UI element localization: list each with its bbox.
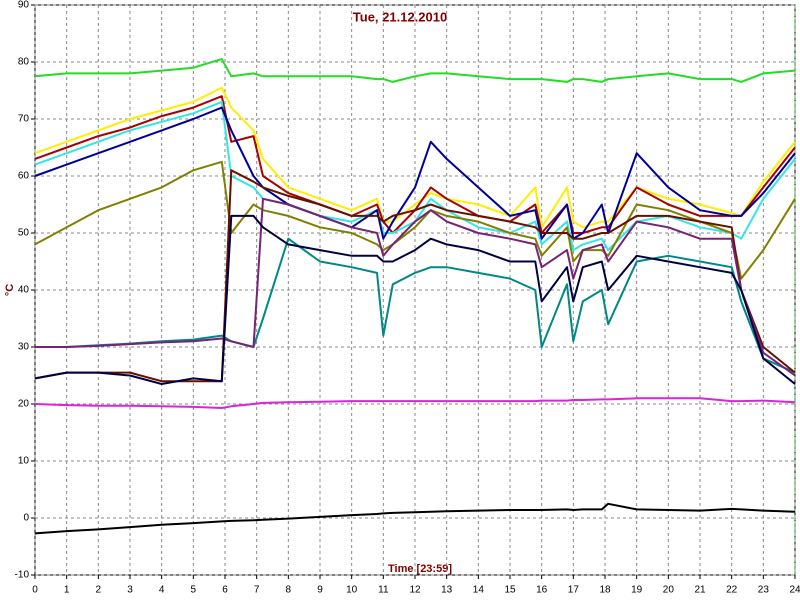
data-line xyxy=(34,95,796,234)
data-line xyxy=(34,502,796,535)
data-line xyxy=(35,197,796,377)
chart-title: Tue, 21.12.2010 xyxy=(353,9,447,24)
y-tick-label: 50 xyxy=(18,228,30,239)
y-tick-label: 20 xyxy=(18,399,30,410)
y-tick-label: 80 xyxy=(18,57,30,68)
x-tick-label: 16 xyxy=(536,585,548,596)
x-tick-label: 13 xyxy=(441,585,453,596)
y-tick-label: 10 xyxy=(18,456,30,467)
x-tick-label: 7 xyxy=(254,585,260,596)
y-tick-label: 70 xyxy=(18,114,30,125)
data-line xyxy=(34,214,796,385)
y-tick-label: 30 xyxy=(18,342,30,353)
x-tick-label: 22 xyxy=(726,585,738,596)
data-line xyxy=(34,100,796,252)
x-tick-label: 15 xyxy=(504,585,516,596)
data-line xyxy=(34,86,796,229)
x-tick-label: 9 xyxy=(317,585,323,596)
y-tick-label: 0 xyxy=(23,513,29,524)
x-tick-label: 17 xyxy=(568,585,580,596)
x-tick-label: 6 xyxy=(222,585,228,596)
x-tick-label: 23 xyxy=(758,585,770,596)
x-axis-label: Time [23:59] xyxy=(388,563,452,575)
x-tick-label: 11 xyxy=(378,585,389,596)
data-line xyxy=(34,106,796,240)
y-tick-label: 40 xyxy=(18,285,30,296)
y-tick-label: 60 xyxy=(18,171,30,182)
y-tick-label: 90 xyxy=(18,0,30,11)
x-tick-label: 12 xyxy=(409,585,421,596)
x-tick-label: 5 xyxy=(191,585,197,596)
x-tick-label: 21 xyxy=(694,585,706,596)
y-tick-label: -10 xyxy=(15,570,30,581)
x-tick-label: 10 xyxy=(346,585,358,596)
data-line xyxy=(34,397,796,409)
x-tick-label: 4 xyxy=(159,585,165,596)
x-tick-label: 8 xyxy=(286,585,292,596)
x-tick-label: 3 xyxy=(127,585,133,596)
x-tick-label: 24 xyxy=(789,585,800,596)
y-axis-label: °C xyxy=(4,284,16,296)
x-tick-label: 18 xyxy=(599,585,611,596)
x-tick-label: 2 xyxy=(96,585,102,596)
x-tick-label: 20 xyxy=(663,585,675,596)
data-line xyxy=(35,237,796,374)
x-tick-label: 19 xyxy=(631,585,643,596)
x-tick-label: 14 xyxy=(473,585,485,596)
x-tick-label: 0 xyxy=(32,585,38,596)
x-tick-label: 1 xyxy=(64,585,70,596)
data-line xyxy=(34,58,796,83)
